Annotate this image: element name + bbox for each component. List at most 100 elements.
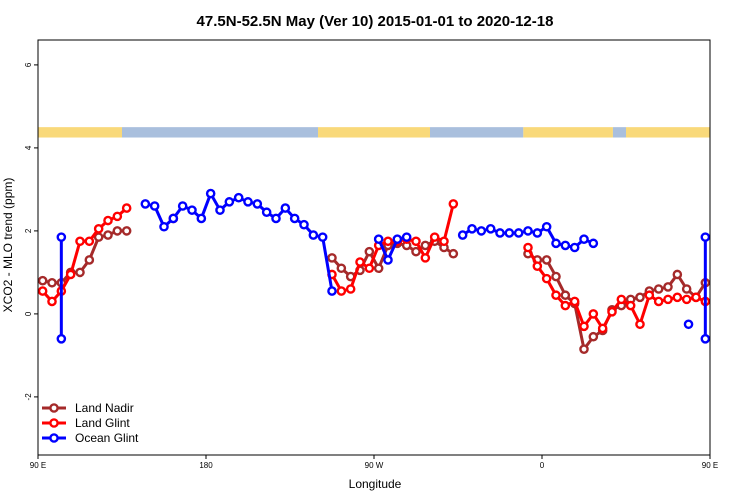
data-point <box>588 331 599 342</box>
x-tick-label: 180 <box>199 461 213 470</box>
x-tick-label: 90 E <box>702 461 718 470</box>
data-point <box>84 236 95 247</box>
data-point <box>551 271 561 282</box>
data-point <box>261 207 272 218</box>
data-point <box>93 224 104 234</box>
data-point <box>56 333 67 344</box>
legend-swatch-marker <box>49 433 59 443</box>
data-point <box>75 236 85 247</box>
data-point <box>383 236 393 247</box>
data-point <box>523 226 533 236</box>
data-point <box>411 236 421 247</box>
data-point <box>420 240 431 251</box>
x-axis-label: Longitude <box>349 477 402 491</box>
data-point <box>401 232 412 242</box>
data-point <box>103 230 113 240</box>
data-point <box>541 273 552 284</box>
series-land-glint <box>37 199 711 334</box>
data-point <box>597 323 608 334</box>
data-point <box>607 307 617 317</box>
data-point <box>140 199 151 209</box>
data-point <box>476 226 487 236</box>
data-point <box>700 333 711 344</box>
data-point <box>495 228 505 238</box>
data-point <box>121 203 132 213</box>
data-point <box>681 284 692 294</box>
series-line-0-0 <box>42 229 127 285</box>
data-point <box>616 294 627 305</box>
data-point <box>224 197 235 207</box>
data-point <box>420 253 431 263</box>
chart-title: 47.5N-52.5N May (Ver 10) 2015-01-01 to 2… <box>197 13 554 30</box>
data-point <box>168 213 179 224</box>
legend-item-land-glint: Land Glint <box>42 416 130 430</box>
data-point <box>439 236 449 247</box>
legend-label: Land Nadir <box>75 401 134 415</box>
data-point <box>663 294 673 305</box>
data-point <box>579 321 589 332</box>
data-point <box>588 238 599 249</box>
data-point <box>560 290 571 301</box>
data-point <box>560 240 571 251</box>
data-point <box>383 255 393 265</box>
data-point <box>532 261 543 271</box>
data-point <box>523 242 533 253</box>
strip-segment-4-land <box>523 127 613 138</box>
data-point <box>336 263 347 274</box>
data-point <box>551 290 561 301</box>
legend-item-ocean-glint: Ocean Glint <box>42 431 139 445</box>
data-point <box>541 221 552 232</box>
data-point <box>467 224 477 234</box>
data-point <box>560 300 571 311</box>
y-tick-label: -2 <box>24 393 33 401</box>
strip-segment-2-land <box>318 127 430 138</box>
legend-swatch-marker <box>49 418 59 428</box>
data-point <box>448 199 459 209</box>
data-point <box>47 277 57 288</box>
x-tick-label: 90 W <box>365 461 384 470</box>
data-point <box>635 319 645 330</box>
x-tick-label: 0 <box>540 461 545 470</box>
data-point <box>299 219 309 230</box>
data-point <box>541 255 552 265</box>
data-point <box>429 232 440 242</box>
data-point <box>47 296 57 307</box>
data-point <box>569 242 580 253</box>
legend-label: Ocean Glint <box>75 431 139 445</box>
data-point <box>485 224 496 234</box>
data-point <box>252 199 263 209</box>
data-point <box>345 284 356 294</box>
data-point <box>551 238 561 249</box>
data-point <box>205 188 216 199</box>
data-point <box>569 296 580 307</box>
data-point <box>364 246 375 257</box>
y-tick-label: 0 <box>24 311 33 316</box>
strip-segment-6-land <box>626 127 710 138</box>
data-point <box>177 201 188 211</box>
legend-label: Land Glint <box>75 416 130 430</box>
data-point <box>504 228 515 238</box>
data-point <box>579 344 589 354</box>
data-point <box>700 232 711 242</box>
data-point <box>280 203 291 213</box>
data-point <box>364 263 375 274</box>
data-point <box>373 263 384 274</box>
data-point <box>635 292 645 303</box>
data-point <box>513 228 524 238</box>
series-line-2-1 <box>145 192 334 292</box>
data-point <box>681 294 692 305</box>
data-point <box>663 282 673 292</box>
plot-frame <box>37 39 711 456</box>
data-point <box>327 286 337 296</box>
data-point <box>336 286 347 296</box>
data-point <box>103 215 113 226</box>
data-point <box>683 319 694 330</box>
strip-segment-5-ocean <box>612 127 626 138</box>
legend-swatch-marker <box>49 403 59 413</box>
data-point <box>112 211 123 222</box>
data-point <box>65 269 76 280</box>
data-point <box>579 234 589 244</box>
data-point <box>392 234 403 244</box>
data-point <box>121 226 132 236</box>
